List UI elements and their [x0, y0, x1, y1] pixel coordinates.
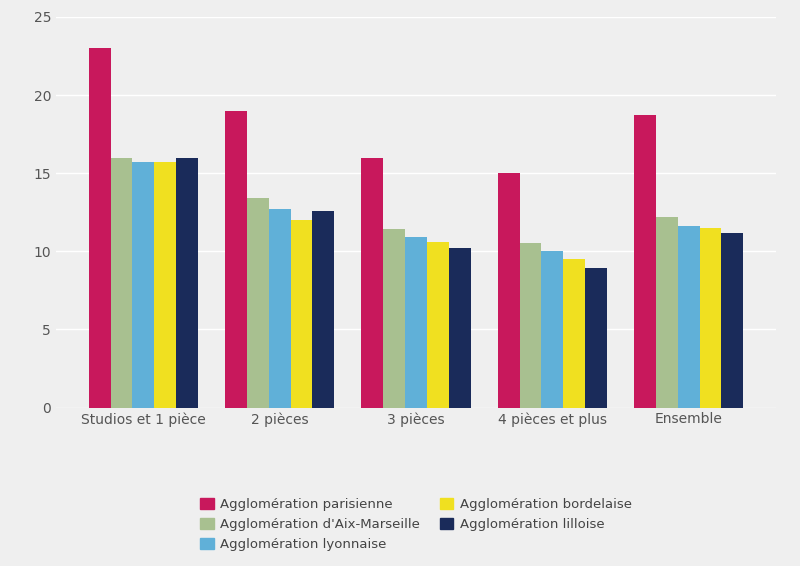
Bar	[362, 157, 383, 408]
Bar	[132, 162, 154, 408]
Bar	[585, 268, 607, 408]
Bar	[427, 242, 449, 408]
Bar	[269, 209, 290, 408]
Bar	[290, 220, 312, 408]
Bar	[656, 217, 678, 408]
Bar	[225, 111, 247, 408]
Bar	[247, 198, 269, 408]
Bar	[563, 259, 585, 408]
Bar	[312, 211, 334, 408]
Bar	[176, 157, 198, 408]
Bar	[498, 173, 520, 408]
Bar	[722, 233, 743, 408]
Bar	[383, 229, 405, 408]
Bar	[700, 228, 722, 408]
Bar	[542, 251, 563, 408]
Bar	[110, 157, 132, 408]
Legend: Agglomération parisienne, Agglomération d'Aix-Marseille, Agglomération lyonnaise: Agglomération parisienne, Agglomération …	[195, 492, 637, 556]
Bar	[89, 48, 110, 408]
Bar	[449, 248, 470, 408]
Bar	[520, 243, 542, 408]
Bar	[405, 237, 427, 408]
Bar	[154, 162, 176, 408]
Bar	[634, 115, 656, 408]
Bar	[678, 226, 700, 408]
